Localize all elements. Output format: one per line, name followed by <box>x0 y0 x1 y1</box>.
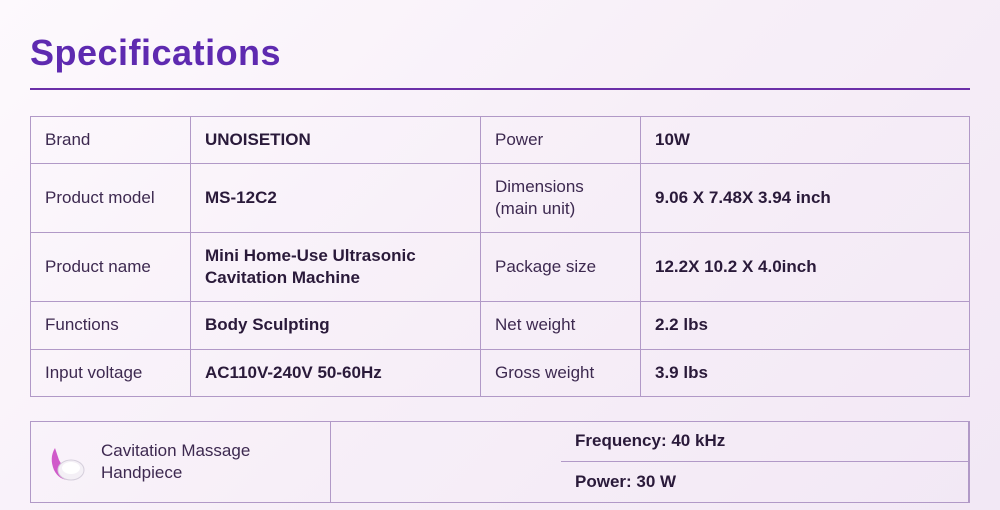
spec-value: 2.2 lbs <box>641 302 969 349</box>
handpiece-frequency: Frequency: 40 kHz <box>561 422 969 462</box>
spec-value: UNOISETION <box>191 117 481 164</box>
handpiece-icon <box>45 440 89 484</box>
title-divider <box>30 88 970 90</box>
spec-label: Product model <box>31 164 191 233</box>
handpiece-table: Cavitation Massage Handpiece Frequency: … <box>30 421 970 503</box>
spec-label: Product name <box>31 233 191 302</box>
spec-value: Mini Home-Use Ultrasonic Cavitation Mach… <box>191 233 481 302</box>
spec-label: Dimensions (main unit) <box>481 164 641 233</box>
spec-value: 12.2X 10.2 X 4.0inch <box>641 233 969 302</box>
spec-label: Brand <box>31 117 191 164</box>
handpiece-label-cell: Cavitation Massage Handpiece <box>31 422 331 502</box>
handpiece-power: Power: 30 W <box>561 462 969 502</box>
spec-label: Package size <box>481 233 641 302</box>
spec-value: 10W <box>641 117 969 164</box>
spec-value: 9.06 X 7.48X 3.94 inch <box>641 164 969 233</box>
spec-label: Power <box>481 117 641 164</box>
spec-label: Functions <box>31 302 191 349</box>
spec-value: 3.9 lbs <box>641 350 969 396</box>
handpiece-blank <box>331 422 561 502</box>
spec-value: MS-12C2 <box>191 164 481 233</box>
spec-label: Gross weight <box>481 350 641 396</box>
spec-value: AC110V-240V 50-60Hz <box>191 350 481 396</box>
page-title: Specifications <box>30 32 970 74</box>
handpiece-label: Cavitation Massage Handpiece <box>101 440 316 483</box>
spec-label: Net weight <box>481 302 641 349</box>
spec-table: Brand UNOISETION Power 10W Product model… <box>30 116 970 397</box>
spec-label: Input voltage <box>31 350 191 396</box>
spec-value: Body Sculpting <box>191 302 481 349</box>
